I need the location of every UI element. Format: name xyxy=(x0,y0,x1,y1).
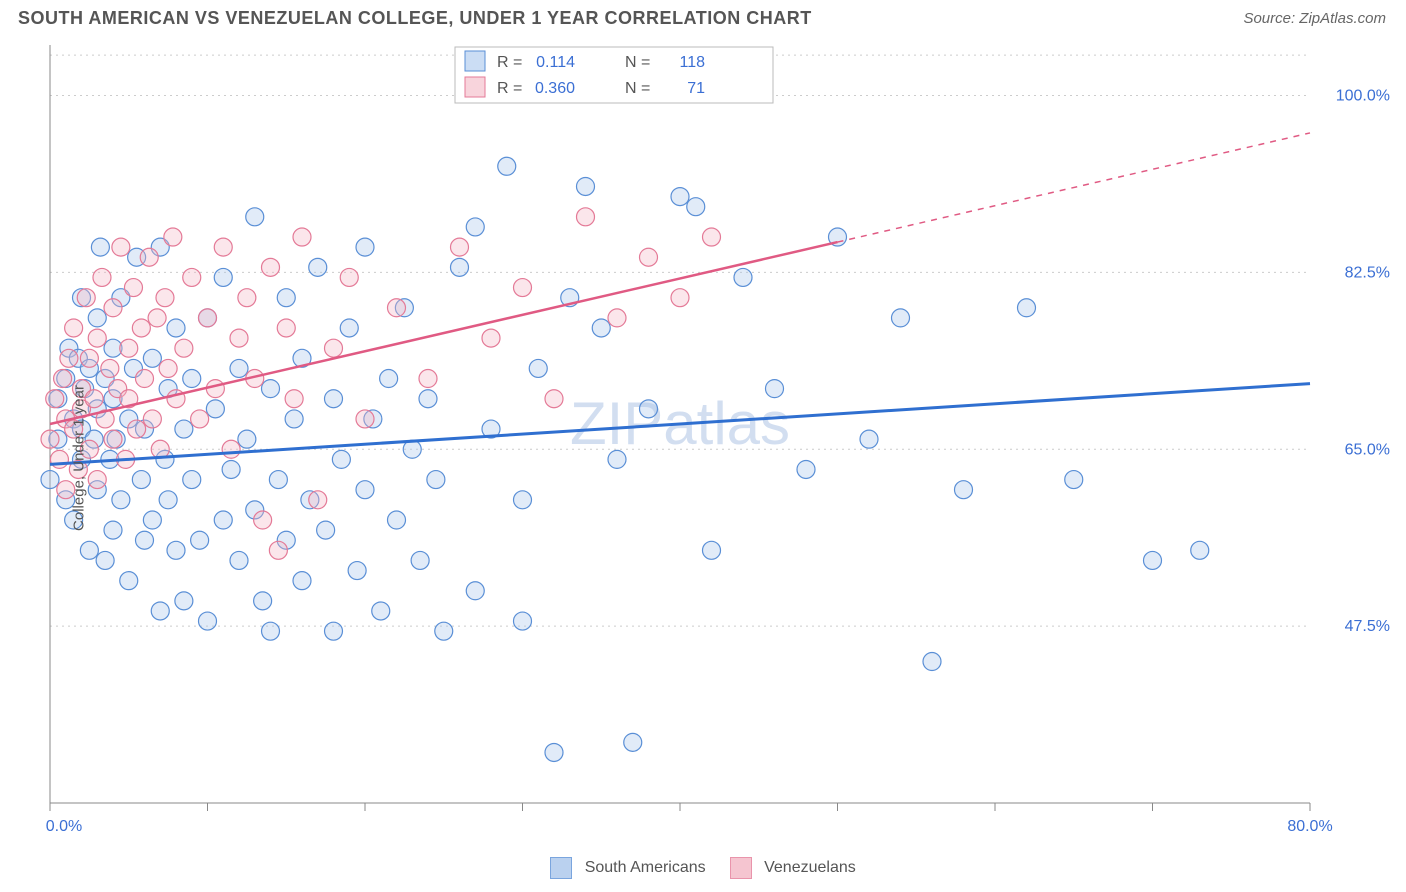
svg-text:100.0%: 100.0% xyxy=(1336,88,1390,105)
svg-text:80.0%: 80.0% xyxy=(1287,818,1332,835)
svg-text:R =: R = xyxy=(497,80,522,97)
chart-area: College, Under 1 year 47.5% 65.0% 82.5% 100… xyxy=(0,33,1406,883)
svg-text:47.5%: 47.5% xyxy=(1345,618,1390,635)
chart-title: SOUTH AMERICAN VS VENEZUELAN COLLEGE, UN… xyxy=(18,8,812,29)
legend-swatch-pink xyxy=(730,857,752,879)
svg-text:82.5%: 82.5% xyxy=(1345,264,1390,281)
svg-text:N =: N = xyxy=(625,80,650,97)
svg-text:118: 118 xyxy=(679,54,705,71)
legend-swatch-blue xyxy=(550,857,572,879)
svg-text:0.0%: 0.0% xyxy=(46,818,82,835)
scatter-svg: 47.5%65.0%82.5%100.0%0.0%80.0%ZIPatlasR … xyxy=(0,33,1406,853)
svg-text:0.360: 0.360 xyxy=(535,80,575,97)
svg-text:R =: R = xyxy=(497,54,522,71)
svg-text:71: 71 xyxy=(687,80,705,97)
svg-text:0.114: 0.114 xyxy=(536,54,575,71)
y-axis-label: College, Under 1 year xyxy=(70,385,87,531)
chart-header: SOUTH AMERICAN VS VENEZUELAN COLLEGE, UN… xyxy=(0,0,1406,33)
svg-text:65.0%: 65.0% xyxy=(1345,441,1390,458)
chart-source: Source: ZipAtlas.com xyxy=(1243,10,1386,27)
svg-text:N =: N = xyxy=(625,54,650,71)
